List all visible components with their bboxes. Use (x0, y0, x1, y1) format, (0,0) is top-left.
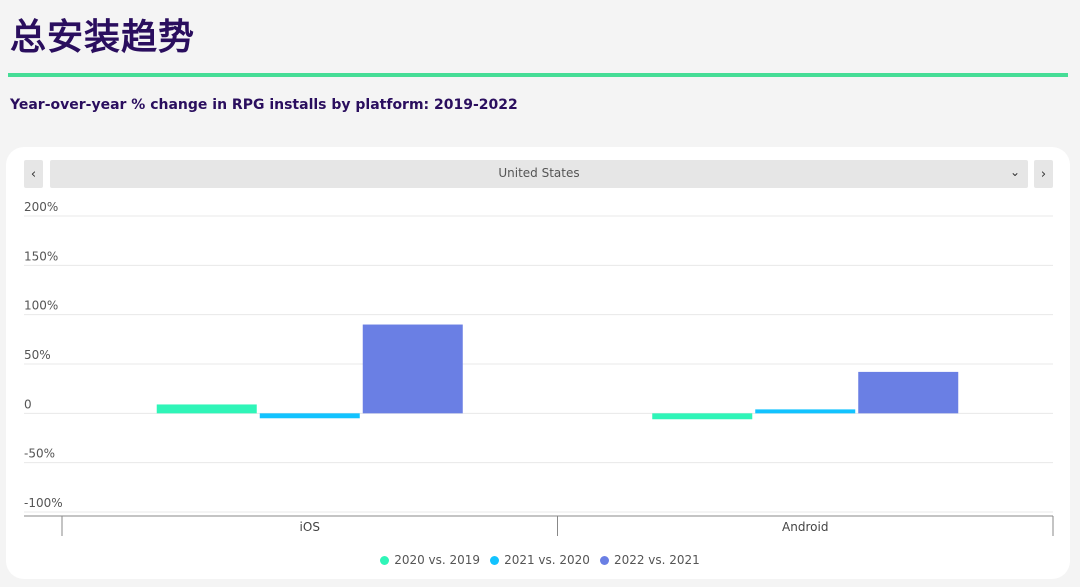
legend-label: 2020 vs. 2019 (394, 553, 481, 567)
chart-legend: 2020 vs. 2019 2021 vs. 2020 2022 vs. 2021 (0, 553, 1080, 567)
y-tick-label: 150% (24, 249, 58, 263)
y-tick-label: 100% (24, 299, 58, 313)
title-divider (8, 73, 1068, 77)
legend-item[interactable]: 2021 vs. 2020 (490, 553, 590, 567)
bar (755, 409, 856, 414)
page-title: 总安装趋势 (10, 17, 196, 58)
bar (259, 413, 360, 419)
prev-region-button[interactable]: ‹ (24, 160, 43, 188)
bar (858, 371, 959, 414)
chevron-left-icon: ‹ (30, 166, 37, 182)
x-tick-label: iOS (300, 520, 320, 534)
bar (362, 324, 463, 414)
chart-subtitle: Year-over-year % change in RPG installs … (10, 97, 518, 113)
legend-item[interactable]: 2020 vs. 2019 (380, 553, 480, 567)
y-tick-label: 200% (24, 200, 58, 214)
legend-swatch (380, 555, 390, 565)
region-dropdown-value: United States (498, 166, 580, 180)
next-region-button[interactable]: › (1034, 160, 1053, 188)
legend-item[interactable]: 2022 vs. 2021 (599, 553, 700, 567)
region-dropdown[interactable]: United States ⌄ (50, 160, 1028, 188)
legend-label: 2021 vs. 2020 (504, 553, 590, 567)
legend-swatch (599, 555, 609, 565)
legend-swatch (490, 555, 500, 565)
bar (156, 404, 257, 414)
y-tick-label: -50% (24, 447, 55, 461)
chart-card (6, 147, 1070, 579)
y-tick-label: 0 (24, 397, 32, 411)
chevron-down-icon: ⌄ (1009, 165, 1020, 179)
chevron-right-icon: › (1040, 166, 1047, 182)
y-tick-label: -100% (24, 496, 63, 510)
x-tick-label: Android (782, 520, 828, 534)
y-tick-label: 50% (24, 348, 51, 362)
bar (652, 413, 753, 420)
legend-label: 2022 vs. 2021 (613, 553, 700, 567)
